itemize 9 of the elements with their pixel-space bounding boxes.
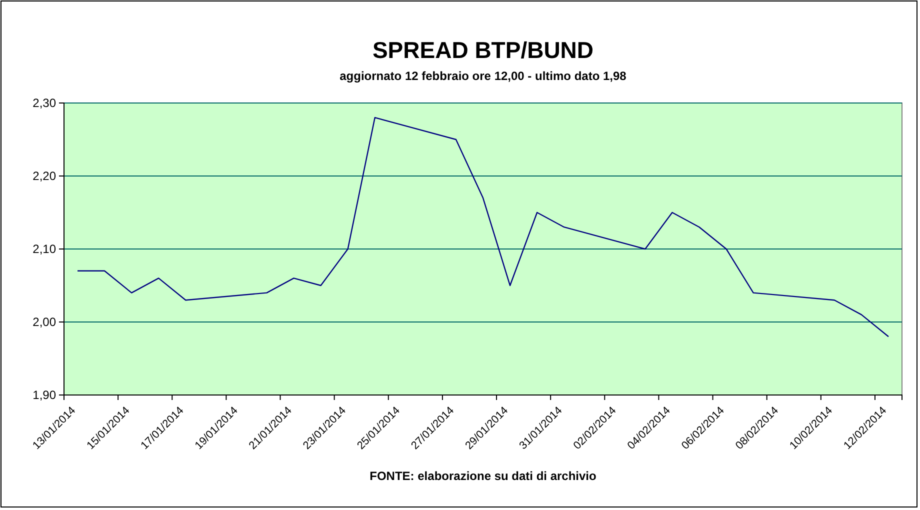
y-tick-label: 2,00 — [32, 314, 56, 329]
y-tick-label: 2,10 — [32, 242, 56, 256]
line-series — [76, 117, 890, 338]
chart-title: SPREAD BTP/BUND — [372, 37, 594, 63]
source-note: FONTE: elaborazione su dati di archivio — [370, 469, 596, 483]
y-tick-label: 1,90 — [32, 388, 56, 402]
y-tick-label: 2,20 — [32, 168, 56, 183]
chart-subtitle: aggiornato 12 febbraio ore 12,00 - ultimo dato 1,98 — [340, 69, 627, 83]
y-tick-label: 2,30 — [32, 96, 56, 110]
